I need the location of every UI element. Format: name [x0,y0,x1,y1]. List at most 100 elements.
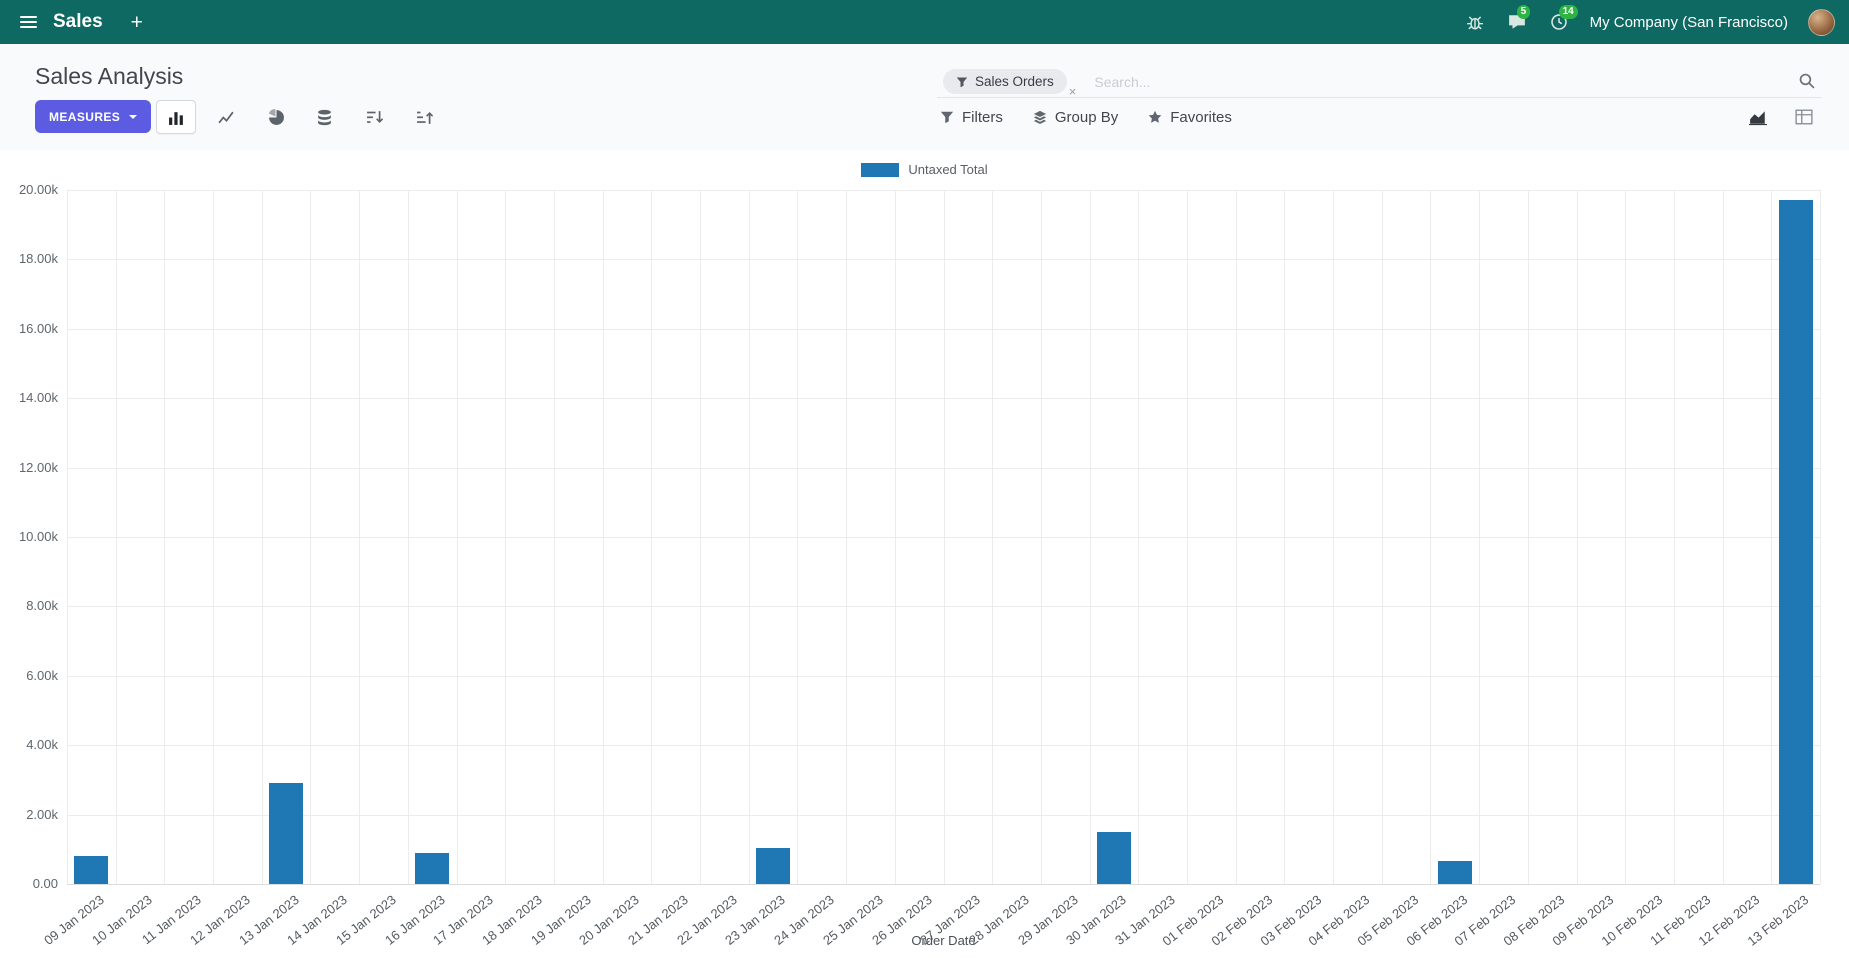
x-gridline [1479,190,1481,884]
sort-ascending-icon [416,111,433,124]
facet-label: Sales Orders [975,74,1054,89]
x-gridline [213,190,215,884]
line-chart-button[interactable] [206,100,246,134]
x-gridline [1771,190,1773,884]
chart-type-group [156,100,296,134]
graph-view-button[interactable] [1738,100,1778,134]
x-gridline [115,190,117,884]
x-gridline [700,190,702,884]
view-switcher [1738,100,1824,134]
pie-chart-icon [268,108,284,125]
y-axis-tick-label: 2.00k [26,806,58,822]
chart: Untaxed Total Order Date 0.00 2.00k 4.00k 6… [0,150,1849,958]
filters-label: Filters [962,108,1003,126]
x-gridline [1673,190,1675,884]
app-name[interactable]: Sales [53,11,103,32]
y-axis-tick-label: 0.00 [32,876,58,891]
x-gridline [1284,190,1286,884]
star-icon [1148,110,1162,123]
legend-label: Untaxed Total [908,162,988,177]
measures-label: MEASURES [49,109,121,124]
sort-descending-icon [366,110,383,123]
x-gridline [310,190,312,884]
chart-bar[interactable] [1437,861,1472,884]
favorites-button[interactable]: Favorites [1148,109,1232,126]
page-title: Sales Analysis [35,63,184,89]
x-gridline [261,190,263,884]
y-axis-tick-label: 12.00k [18,459,58,475]
bar-chart-icon [168,111,183,125]
filter-icon [956,77,968,87]
x-gridline [553,190,555,884]
x-gridline [505,190,507,884]
chart-bar[interactable] [1096,831,1131,884]
x-gridline [1576,190,1578,884]
facet-remove-icon[interactable]: × [1068,84,1077,99]
y-axis-tick-label: 10.00k [18,529,58,544]
x-gridline [1138,190,1140,884]
stacked-toggle-button[interactable] [306,100,342,134]
messages-button[interactable]: 5 [1506,5,1531,33]
y-gridline [67,884,1820,885]
search-button[interactable] [1796,72,1816,92]
x-axis-title: Order Date [911,933,976,948]
x-gridline [67,190,68,884]
activities-button[interactable]: 14 [1548,5,1578,33]
measures-button[interactable]: MEASURES [35,100,152,133]
chart-bar[interactable] [74,856,109,884]
bar-chart-button[interactable] [156,100,196,134]
x-gridline [943,190,945,884]
x-gridline [1186,190,1188,884]
line-chart-icon [217,111,234,123]
debug-button[interactable] [1464,11,1486,33]
chart-bar[interactable] [1778,200,1813,884]
x-gridline [456,190,458,884]
layers-icon [1033,110,1046,124]
area-chart-icon [1749,111,1767,126]
x-gridline [1625,190,1627,884]
x-gridline [1040,190,1042,884]
x-gridline [894,190,896,884]
x-gridline [651,190,653,884]
filters-button[interactable]: Filters [940,109,1003,126]
y-axis-tick-label: 20.00k [18,182,58,197]
x-gridline [164,190,166,884]
y-axis-tick-label: 18.00k [18,251,58,267]
hamburger-icon [20,16,37,28]
x-gridline [1089,190,1091,884]
x-gridline [359,190,361,884]
x-gridline [992,190,994,884]
x-gridline [797,190,799,884]
chart-bar[interactable] [269,783,304,884]
sort-descending-button[interactable] [356,100,392,134]
x-gridline [1722,190,1724,884]
search-bar[interactable]: Sales Orders × [937,66,1822,99]
group-by-button[interactable]: Group By [1033,109,1118,126]
chart-bar[interactable] [415,852,450,884]
search-facet[interactable]: Sales Orders [943,69,1067,94]
search-input[interactable] [1094,73,1790,90]
company-switcher[interactable]: My Company (San Francisco) [1589,13,1788,31]
pivot-table-icon [1795,109,1813,125]
filter-icon [940,111,954,124]
chart-legend[interactable]: Untaxed Total [0,162,1849,177]
top-navbar: Sales + 5 14 My Company (San Francisco) [0,0,1849,44]
user-menu-button[interactable] [1808,8,1835,36]
pie-chart-button[interactable] [256,100,296,134]
pivot-view-button[interactable] [1784,100,1824,134]
chevron-down-icon [129,114,138,119]
sort-ascending-button[interactable] [406,100,442,134]
x-gridline [1527,190,1529,884]
add-button[interactable]: + [130,10,143,34]
chart-bar[interactable] [756,847,791,884]
x-gridline [1430,190,1432,884]
graph-options-group [306,100,442,134]
y-axis-tick-label: 8.00k [26,598,58,614]
x-gridline [602,190,604,884]
control-panel: Sales Analysis MEASURES Sales Orders [0,44,1849,150]
y-axis-tick-label: 16.00k [18,320,58,336]
database-icon [317,109,331,125]
group-by-label: Group By [1054,108,1119,126]
apps-menu-button[interactable] [14,7,43,37]
y-axis-tick-label: 4.00k [26,737,58,753]
